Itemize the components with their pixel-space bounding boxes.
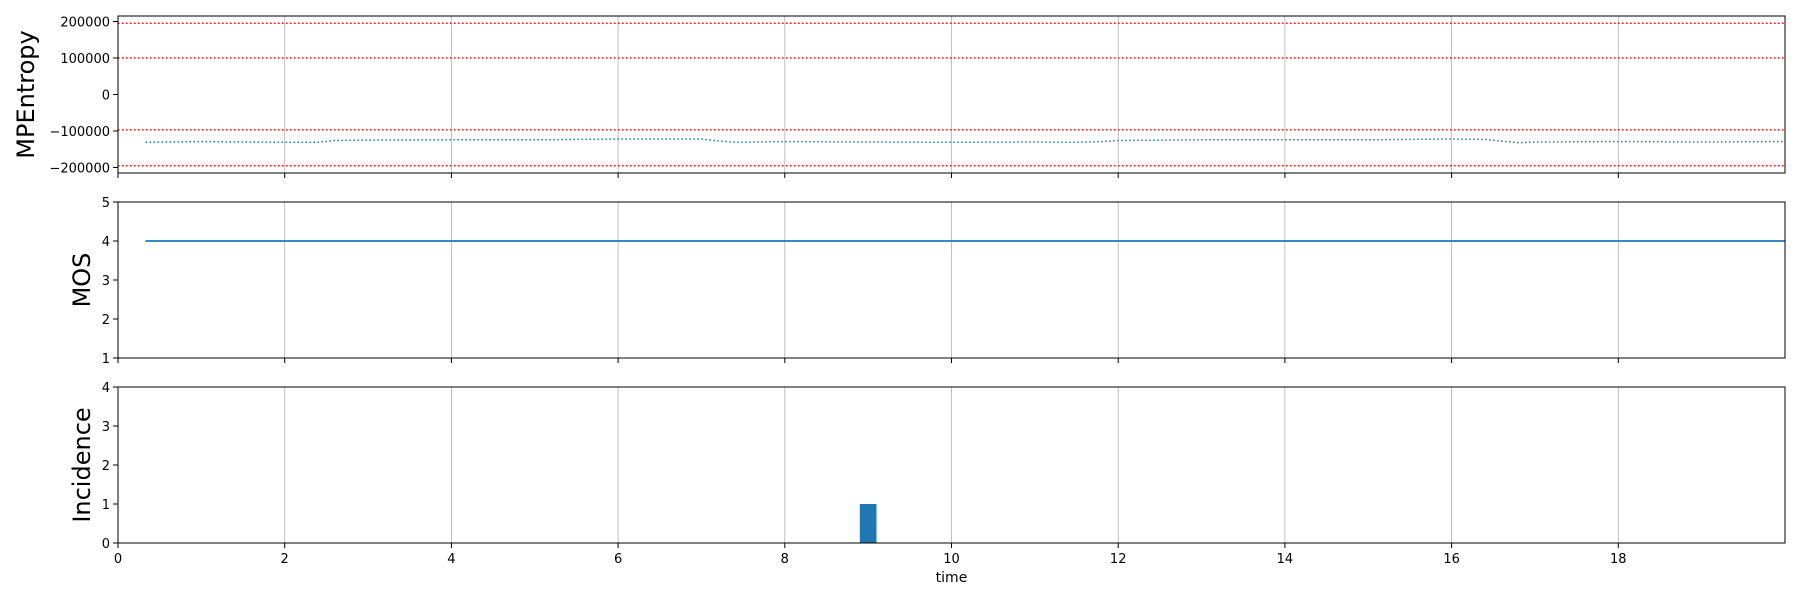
y-axis-label: MPEntropy: [12, 30, 40, 158]
x-tick-label: 16: [1443, 552, 1460, 567]
y-tick-label: 1: [102, 498, 110, 513]
panel-2: 1 2 3 4 5 MOS: [68, 196, 1786, 367]
x-tick-label: 10: [943, 552, 960, 567]
x-tick-label: 6: [614, 552, 622, 567]
y-tick-label: 0: [102, 537, 110, 552]
x-tick-label: 14: [1277, 552, 1294, 567]
y-tick-label: 4: [102, 381, 110, 396]
x-tick-label: 18: [1610, 552, 1627, 567]
panel-1: −200000 −100000 0 100000 200000 MPEntropy: [12, 15, 1786, 178]
y-tick-label: −100000: [49, 125, 110, 140]
x-tick-label: 2: [281, 552, 289, 567]
x-axis-label: time: [936, 570, 968, 586]
y-tick-label: 2: [102, 313, 110, 328]
y-tick-label: 2: [102, 459, 110, 474]
y-axis-label: Incidence: [68, 407, 96, 522]
y-tick-label: 4: [102, 235, 110, 250]
series-line: [145, 138, 1785, 144]
y-tick-label: 100000: [60, 52, 110, 67]
x-tick-label: 4: [447, 552, 455, 567]
x-tick-label: 8: [781, 552, 789, 567]
y-tick-label: −200000: [49, 162, 110, 177]
y-axis-label: MOS: [68, 253, 96, 308]
y-tick-label: 3: [102, 420, 110, 435]
x-tick-label: 0: [114, 552, 122, 567]
y-tick-label: 200000: [60, 15, 110, 30]
y-tick-label: 0: [102, 89, 110, 104]
y-tick-label: 1: [102, 352, 110, 367]
y-tick-label: 5: [102, 196, 110, 211]
bar: [859, 504, 877, 543]
x-tick-label: 12: [1110, 552, 1127, 567]
y-tick-label: 3: [102, 274, 110, 289]
